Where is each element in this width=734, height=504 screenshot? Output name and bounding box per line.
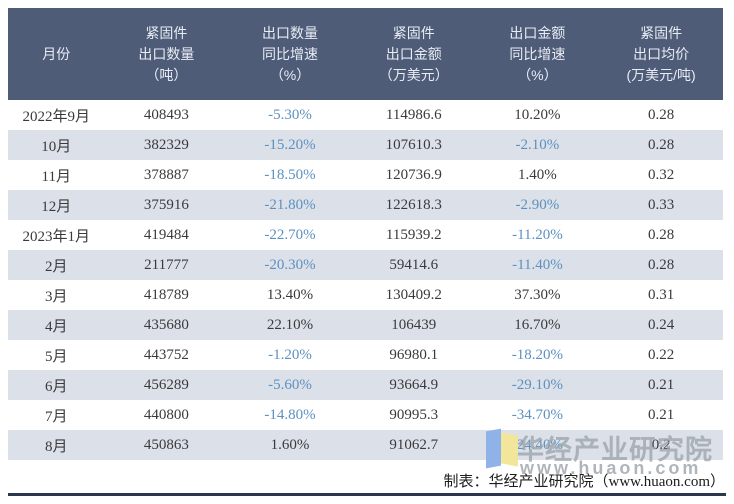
table-row: 3月 418789 13.40% 130409.2 37.30% 0.31: [8, 280, 723, 310]
avg-price-cell: 0.28: [647, 256, 675, 273]
export-amount-cell: 91062.7: [389, 436, 439, 453]
export-amount-cell: 114986.6: [385, 106, 442, 123]
export-amount-cell: 93664.9: [389, 376, 439, 393]
amount-growth-cell: -11.40%: [512, 256, 563, 273]
qty-growth-cell: -15.20%: [264, 136, 316, 153]
avg-price-cell: 0.28: [647, 136, 675, 153]
month-cell: 6月: [45, 378, 68, 395]
avg-price-cell: 0.21: [647, 406, 675, 423]
export-amount-cell: 96980.1: [389, 346, 439, 363]
avg-price-cell: 0.33: [647, 196, 675, 213]
avg-price-cell: 0.2: [651, 436, 671, 453]
col-header-export-qty: 紧固件 出口数量 （吨）: [138, 24, 195, 83]
qty-growth-cell: 13.40%: [266, 286, 314, 303]
qty-growth-cell: -1.20%: [268, 346, 312, 363]
export-qty-cell: 443752: [143, 346, 189, 363]
bottom-divider: [8, 493, 726, 496]
export-qty-cell: 456289: [143, 376, 189, 393]
col-header-qty-growth: 出口数量 同比增速 （%）: [262, 24, 319, 83]
table-row: 6月 456289 -5.60% 93664.9 -29.10% 0.21: [8, 370, 723, 400]
col-header-export-amount: 紧固件 出口金额 （万美元）: [378, 24, 449, 83]
month-cell: 8月: [45, 438, 68, 455]
export-amount-cell: 130409.2: [385, 286, 442, 303]
amount-growth-cell: -24.40%: [511, 436, 564, 453]
export-qty-cell: 211777: [144, 256, 189, 273]
export-qty-cell: 450863: [143, 436, 189, 453]
amount-growth-cell: 10.20%: [514, 106, 561, 123]
qty-growth-cell: -5.60%: [268, 376, 312, 393]
avg-price-cell: 0.31: [647, 286, 675, 303]
amount-growth-cell: 37.30%: [514, 286, 561, 303]
avg-price-cell: 0.28: [647, 106, 675, 123]
table-row: 12月 375916 -21.80% 122618.3 -2.90% 0.33: [8, 190, 723, 220]
table-row: 5月 443752 -1.20% 96980.1 -18.20% 0.22: [8, 340, 723, 370]
export-qty-cell: 435680: [143, 316, 189, 333]
export-amount-cell: 107610.3: [385, 136, 442, 153]
month-cell: 3月: [45, 288, 68, 305]
qty-growth-cell: -20.30%: [264, 256, 316, 273]
qty-growth-cell: 22.10%: [266, 316, 314, 333]
table-row: 4月 435680 22.10% 106439 16.70% 0.24: [8, 310, 723, 340]
avg-price-cell: 0.22: [647, 346, 675, 363]
qty-growth-cell: -22.70%: [264, 226, 316, 243]
qty-growth-cell: -14.80%: [264, 406, 316, 423]
table-row: 2月 211777 -20.30% 59414.6 -11.40% 0.28: [8, 250, 723, 280]
amount-growth-cell: -34.70%: [511, 406, 564, 423]
export-qty-cell: 378887: [143, 166, 189, 183]
avg-price-cell: 0.21: [647, 376, 675, 393]
month-cell: 12月: [41, 198, 72, 215]
month-cell: 4月: [45, 318, 68, 335]
col-header-month: 月份: [42, 45, 71, 62]
month-cell: 2023年1月: [22, 228, 91, 245]
export-qty-cell: 408493: [143, 106, 189, 123]
export-qty-cell: 440800: [143, 406, 189, 423]
amount-growth-cell: -29.10%: [511, 376, 564, 393]
table-header: 月份 紧固件 出口数量 （吨） 出口数量 同比增速 （%） 紧固件 出口金额 （…: [8, 8, 723, 100]
table-row: 2022年9月 408493 -5.30% 114986.6 10.20% 0.…: [8, 100, 723, 130]
export-qty-cell: 375916: [143, 196, 189, 213]
export-amount-cell: 59414.6: [389, 256, 439, 273]
avg-price-cell: 0.28: [647, 226, 675, 243]
table-row: 7月 440800 -14.80% 90995.3 -34.70% 0.21: [8, 400, 723, 430]
qty-growth-cell: -5.30%: [268, 106, 312, 123]
month-cell: 10月: [41, 138, 72, 155]
table-row: 10月 382329 -15.20% 107610.3 -2.10% 0.28: [8, 130, 723, 160]
col-header-amount-growth: 出口金额 同比增速 （%）: [509, 24, 566, 83]
month-cell: 7月: [45, 408, 68, 425]
amount-growth-cell: 1.40%: [518, 166, 557, 183]
export-qty-cell: 418789: [143, 286, 189, 303]
export-qty-cell: 419484: [143, 226, 189, 243]
qty-growth-cell: 1.60%: [270, 436, 310, 453]
qty-growth-cell: -18.50%: [264, 166, 316, 183]
month-cell: 11月: [41, 168, 71, 185]
month-cell: 2022年9月: [22, 108, 91, 125]
amount-growth-cell: -2.10%: [515, 136, 560, 153]
col-header-avg-price: 紧固件 出口均价 (万美元/吨): [626, 24, 696, 83]
amount-growth-cell: -18.20%: [511, 346, 564, 363]
table-credit: 制表：华经产业研究院（www.huaon.com）: [443, 474, 725, 490]
export-amount-cell: 120736.9: [385, 166, 442, 183]
export-data-table: 月份 紧固件 出口数量 （吨） 出口数量 同比增速 （%） 紧固件 出口金额 （…: [8, 8, 723, 460]
export-qty-cell: 382329: [143, 136, 189, 153]
export-amount-cell: 90995.3: [389, 406, 439, 423]
amount-growth-cell: 16.70%: [514, 316, 561, 333]
table-row: 8月 450863 1.60% 91062.7 -24.40% 0.2: [8, 430, 723, 460]
export-amount-cell: 122618.3: [385, 196, 442, 213]
amount-growth-cell: -2.90%: [515, 196, 560, 213]
avg-price-cell: 0.32: [647, 166, 675, 183]
avg-price-cell: 0.24: [647, 316, 675, 333]
export-amount-cell: 106439: [391, 316, 437, 333]
month-cell: 2月: [45, 258, 68, 275]
amount-growth-cell: -11.20%: [512, 226, 563, 243]
qty-growth-cell: -21.80%: [264, 196, 316, 213]
table-row: 11月 378887 -18.50% 120736.9 1.40% 0.32: [8, 160, 723, 190]
month-cell: 5月: [45, 348, 68, 365]
export-amount-cell: 115939.2: [385, 226, 442, 243]
table-row: 2023年1月 419484 -22.70% 115939.2 -11.20% …: [8, 220, 723, 250]
